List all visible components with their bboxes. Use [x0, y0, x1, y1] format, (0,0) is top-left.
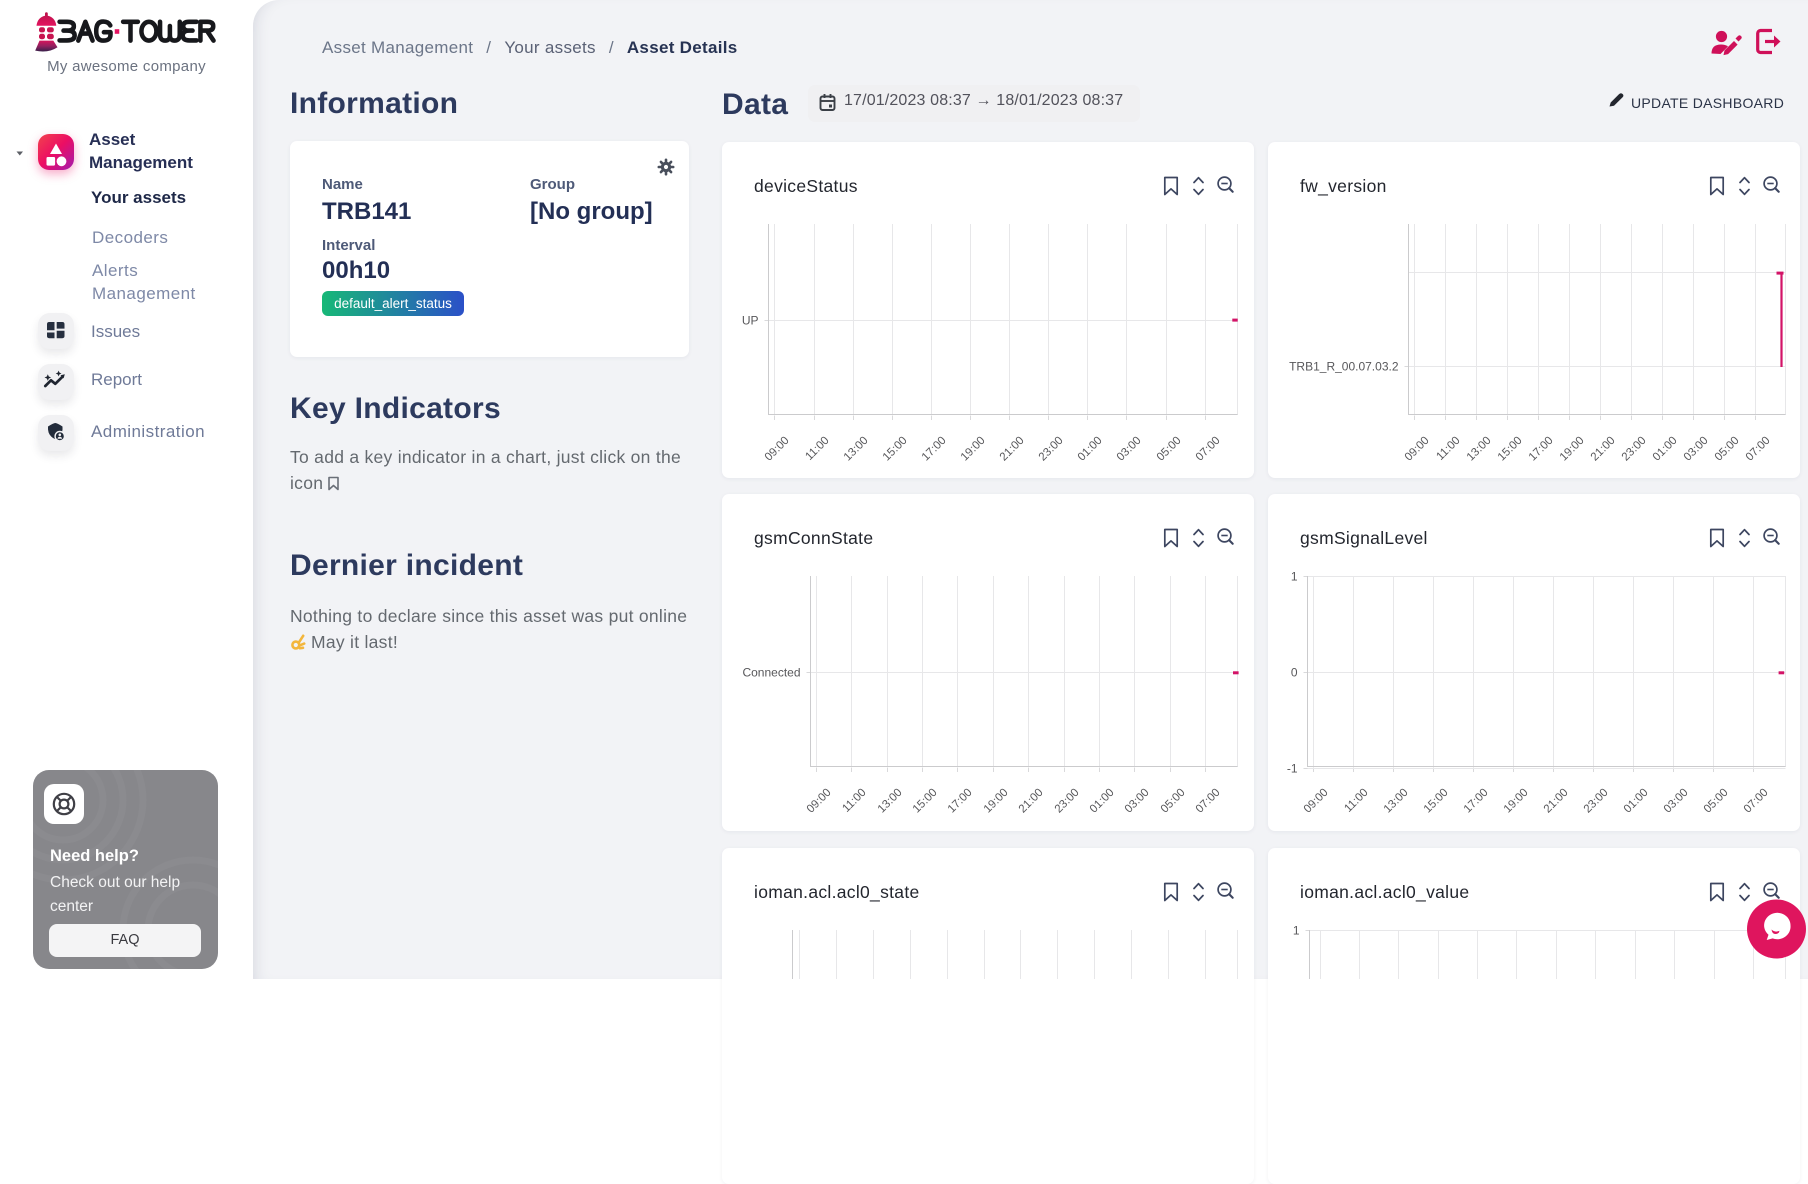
- svg-text:17:00: 17:00: [946, 787, 975, 816]
- svg-text:13:00: 13:00: [876, 787, 905, 816]
- svg-text:21:00: 21:00: [1589, 435, 1618, 464]
- svg-text:1: 1: [1291, 570, 1298, 584]
- svg-text:21:00: 21:00: [1017, 787, 1046, 816]
- svg-text:19:00: 19:00: [959, 435, 988, 464]
- svg-text:fw_version: fw_version: [1300, 176, 1387, 197]
- svg-text:21:00: 21:00: [1542, 787, 1571, 816]
- svg-text:11:00: 11:00: [1342, 787, 1370, 815]
- svg-text:07:00: 07:00: [1744, 435, 1773, 464]
- svg-text:gsmConnState: gsmConnState: [754, 528, 873, 548]
- svg-text:01:00: 01:00: [1088, 787, 1117, 816]
- svg-text:17:00: 17:00: [1462, 787, 1491, 816]
- svg-text:19:00: 19:00: [982, 787, 1011, 816]
- svg-text:11:00: 11:00: [840, 787, 868, 815]
- svg-text:03:00: 03:00: [1682, 435, 1711, 464]
- svg-text:15:00: 15:00: [911, 787, 940, 816]
- svg-text:17:00: 17:00: [920, 435, 949, 464]
- svg-text:19:00: 19:00: [1502, 787, 1531, 816]
- svg-text:07:00: 07:00: [1742, 787, 1771, 816]
- svg-text:15:00: 15:00: [1422, 787, 1451, 816]
- svg-text:03:00: 03:00: [1662, 787, 1691, 816]
- svg-text:1: 1: [1293, 924, 1300, 938]
- svg-text:21:00: 21:00: [998, 435, 1027, 464]
- svg-text:deviceStatus: deviceStatus: [754, 176, 858, 196]
- svg-text:17:00: 17:00: [1527, 435, 1556, 464]
- svg-text:09:00: 09:00: [1403, 435, 1432, 464]
- svg-text:13:00: 13:00: [1465, 435, 1494, 464]
- svg-text:05:00: 05:00: [1702, 787, 1731, 816]
- svg-text:01:00: 01:00: [1076, 435, 1105, 464]
- svg-text:ioman.acl.acl0_value: ioman.acl.acl0_value: [1300, 882, 1469, 903]
- svg-text:07:00: 07:00: [1194, 435, 1223, 464]
- svg-text:23:00: 23:00: [1582, 787, 1611, 816]
- svg-text:01:00: 01:00: [1622, 787, 1651, 816]
- svg-text:09:00: 09:00: [805, 787, 834, 816]
- svg-text:ioman.acl.acl0_state: ioman.acl.acl0_state: [754, 882, 920, 903]
- svg-text:19:00: 19:00: [1558, 435, 1587, 464]
- svg-text:Connected: Connected: [742, 666, 800, 680]
- svg-text:07:00: 07:00: [1194, 787, 1223, 816]
- svg-text:23:00: 23:00: [1037, 435, 1066, 464]
- svg-text:23:00: 23:00: [1620, 435, 1649, 464]
- svg-text:13:00: 13:00: [1382, 787, 1411, 816]
- svg-text:01:00: 01:00: [1651, 435, 1680, 464]
- svg-text:15:00: 15:00: [1496, 435, 1525, 464]
- svg-text:05:00: 05:00: [1159, 787, 1188, 816]
- svg-text:gsmSignalLevel: gsmSignalLevel: [1300, 528, 1428, 548]
- svg-text:TRB1_R_00.07.03.2: TRB1_R_00.07.03.2: [1289, 360, 1399, 374]
- svg-text:03:00: 03:00: [1123, 787, 1152, 816]
- svg-text:05:00: 05:00: [1155, 435, 1184, 464]
- svg-text:09:00: 09:00: [1302, 787, 1331, 816]
- svg-text:23:00: 23:00: [1053, 787, 1082, 816]
- svg-text:11:00: 11:00: [1434, 435, 1462, 463]
- svg-text:03:00: 03:00: [1115, 435, 1144, 464]
- svg-text:UP: UP: [742, 314, 759, 328]
- svg-text:15:00: 15:00: [881, 435, 910, 464]
- svg-text:-1: -1: [1287, 762, 1298, 776]
- svg-text:05:00: 05:00: [1713, 435, 1742, 464]
- svg-text:13:00: 13:00: [842, 435, 871, 464]
- svg-text:0: 0: [1291, 666, 1298, 680]
- svg-text:11:00: 11:00: [803, 435, 831, 463]
- svg-text:09:00: 09:00: [763, 435, 792, 464]
